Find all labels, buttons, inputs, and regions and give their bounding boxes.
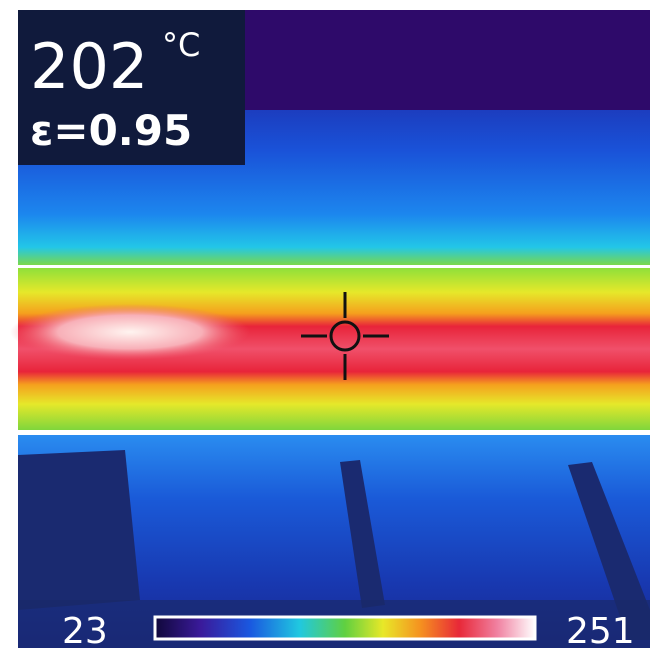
scale-min: 23 bbox=[62, 611, 108, 652]
scale-max: 251 bbox=[566, 611, 635, 652]
post bbox=[18, 450, 140, 610]
temperature: 202 bbox=[30, 30, 148, 103]
unit: °C bbox=[162, 26, 200, 64]
hot-core bbox=[10, 304, 250, 360]
thermal-image: 202 °C ε=0.95 23 251 bbox=[0, 0, 651, 654]
page: 202 °C ε=0.95 23 251 (() => { const data… bbox=[0, 0, 651, 654]
color-scale bbox=[155, 617, 535, 639]
emissivity: ε=0.95 bbox=[30, 106, 192, 155]
overlay-block bbox=[245, 10, 650, 110]
